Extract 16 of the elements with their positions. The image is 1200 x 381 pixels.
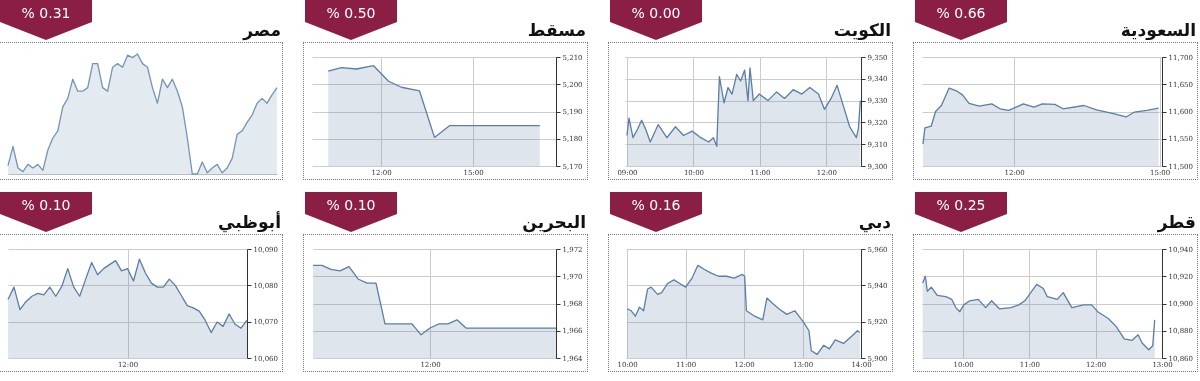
chart-title: الكويت <box>833 20 891 40</box>
chart-title: السعودية <box>1120 20 1196 40</box>
chart-subtitle: % 0.10 <box>0 192 92 232</box>
chart-title: دبي <box>858 212 891 232</box>
chart-subtitle: % 0.66 <box>915 0 1007 40</box>
chart-subtitle: % 0.00 <box>610 0 702 40</box>
chart-title: مسقط <box>527 20 586 40</box>
chart-title: أبوظبي <box>217 212 281 232</box>
chart-title: البحرين <box>522 212 586 232</box>
chart-subtitle: % 0.31 <box>0 0 92 40</box>
chart-title: قطر <box>1157 212 1196 232</box>
chart-subtitle: % 0.16 <box>610 192 702 232</box>
chart-title: مصر <box>243 20 281 40</box>
chart-subtitle: % 0.25 <box>915 192 1007 232</box>
chart-subtitle: % 0.10 <box>305 192 397 232</box>
chart-subtitle: % 0.50 <box>305 0 397 40</box>
